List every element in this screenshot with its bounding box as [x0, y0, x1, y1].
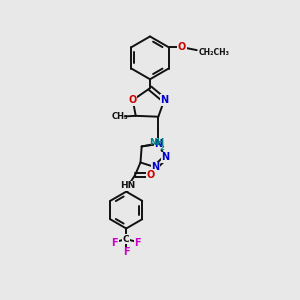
Text: O: O — [129, 95, 137, 105]
Text: F: F — [134, 238, 141, 248]
Text: 2: 2 — [160, 145, 164, 151]
Text: HN: HN — [120, 181, 135, 190]
Text: CH₃: CH₃ — [112, 112, 129, 121]
Text: N: N — [151, 162, 159, 172]
Text: O: O — [178, 42, 186, 52]
Text: NH: NH — [149, 138, 164, 147]
Text: F: F — [123, 247, 130, 257]
Text: CH₂CH₃: CH₂CH₃ — [198, 48, 229, 57]
Text: N: N — [154, 139, 162, 149]
Text: N: N — [160, 95, 168, 105]
Text: F: F — [112, 238, 118, 248]
Text: O: O — [146, 170, 155, 180]
Text: N: N — [161, 152, 169, 162]
Text: C: C — [123, 235, 130, 244]
